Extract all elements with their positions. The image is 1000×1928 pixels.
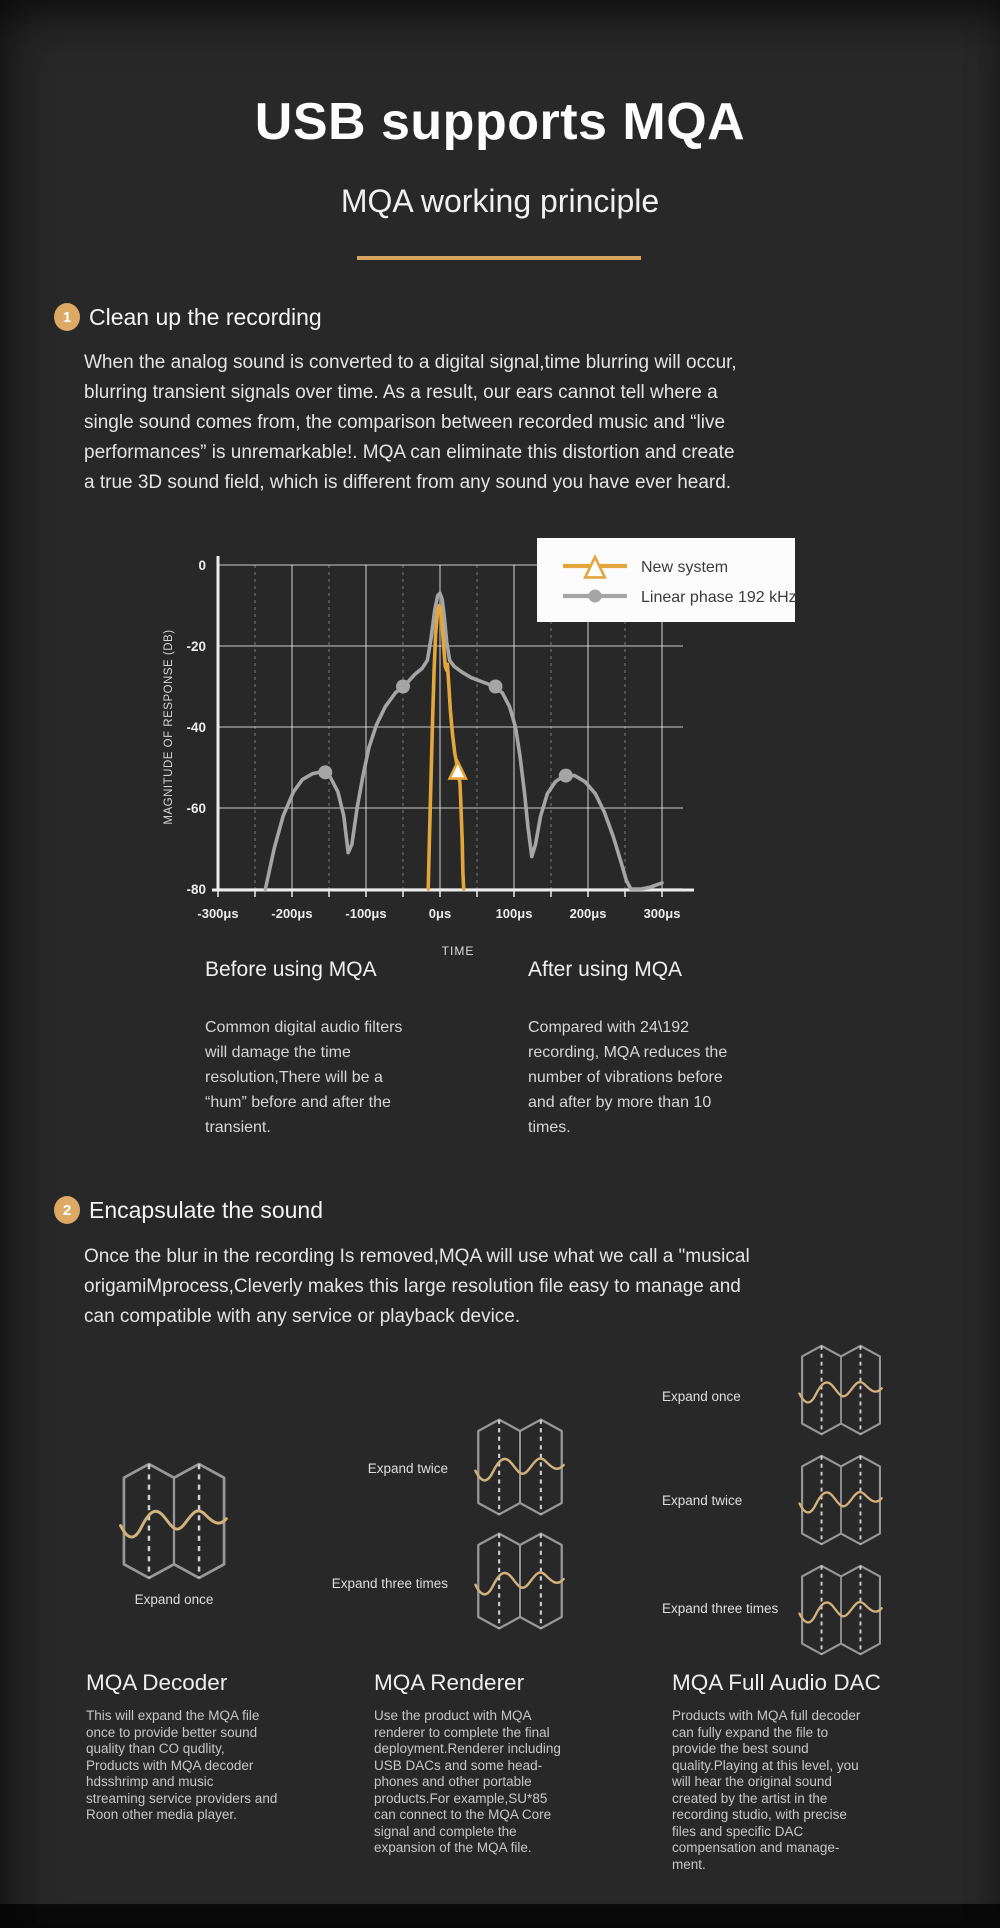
section-1-number-badge: 1 [54, 303, 80, 331]
svg-text:New system: New system [641, 559, 728, 576]
expand-label: Expand twice [367, 1461, 448, 1476]
accent-divider [357, 256, 641, 260]
svg-text:-100μs: -100μs [345, 906, 386, 921]
fold-icon [795, 1448, 887, 1552]
section-2-header: 2 Encapsulate the sound [54, 1196, 323, 1224]
section-2-heading: Encapsulate the sound [89, 1196, 324, 1223]
expand-label: Expand once [662, 1389, 741, 1404]
svg-text:TIME: TIME [442, 944, 475, 958]
section-2-number-badge: 2 [54, 1196, 80, 1224]
section-1-heading: Clean up the recording [89, 303, 322, 330]
product-body-renderer: Use the product with MQA renderer to com… [374, 1708, 561, 1855]
section-1-header: 1 Clean up the recording [54, 303, 322, 331]
before-mqa-body: Common digital audio filters will damage… [205, 1019, 403, 1136]
fold-icon [470, 1526, 570, 1636]
svg-text:Linear phase 192 kHz: Linear phase 192 kHz [641, 589, 797, 606]
page-title: USB supports MQA [254, 93, 746, 151]
product-heading-renderer: MQA Renderer [374, 1670, 525, 1695]
product-heading-fulldac: MQA Full Audio DAC [672, 1670, 881, 1695]
page-subtitle: MQA working principle [340, 183, 660, 219]
impulse-response-chart: 0 -20 -40 -60 -80 -300μs -200μs -100μs 0μs 100μs 2… [163, 538, 797, 958]
fold-icon [470, 1412, 570, 1522]
svg-text:-60: -60 [186, 801, 206, 816]
svg-text:0: 0 [198, 558, 206, 573]
expand-label: Expand once [134, 1592, 214, 1607]
svg-text:0μs: 0μs [429, 906, 451, 921]
svg-text:MAGNITUDE OF RESPONSE (DB): MAGNITUDE OF RESPONSE (DB) [163, 629, 175, 824]
svg-text:-20: -20 [186, 639, 206, 654]
svg-text:-200μs: -200μs [271, 906, 312, 921]
expand-label: Expand twice [662, 1493, 743, 1508]
product-heading-decoder: MQA Decoder [86, 1670, 228, 1695]
section-1-paragraph: When the analog sound is converted to a … [84, 352, 737, 493]
fold-icon [113, 1455, 235, 1587]
svg-text:300μs: 300μs [644, 906, 681, 921]
fold-icon [795, 1338, 887, 1442]
bottom-bar [0, 1904, 1000, 1928]
before-mqa-heading: Before using MQA [205, 958, 377, 981]
svg-text:-80: -80 [186, 882, 206, 897]
after-mqa-heading: After using MQA [528, 958, 683, 981]
svg-text:100μs: 100μs [496, 906, 533, 921]
fold-icon [795, 1558, 887, 1662]
svg-text:-40: -40 [186, 720, 206, 735]
after-mqa-body: Compared with 24\192 recording, MQA redu… [528, 1019, 728, 1136]
section-2-paragraph: Once the blur in the recording Is remove… [84, 1246, 750, 1327]
svg-text:200μs: 200μs [570, 906, 607, 921]
expand-label: Expand three times [331, 1576, 448, 1591]
svg-text:-300μs: -300μs [197, 906, 238, 921]
expand-label: Expand three times [662, 1601, 779, 1616]
product-body-decoder: This will expand the MQA file once to pr… [86, 1708, 278, 1822]
product-body-fulldac: Products with MQA full decoder can fully… [672, 1708, 861, 1872]
